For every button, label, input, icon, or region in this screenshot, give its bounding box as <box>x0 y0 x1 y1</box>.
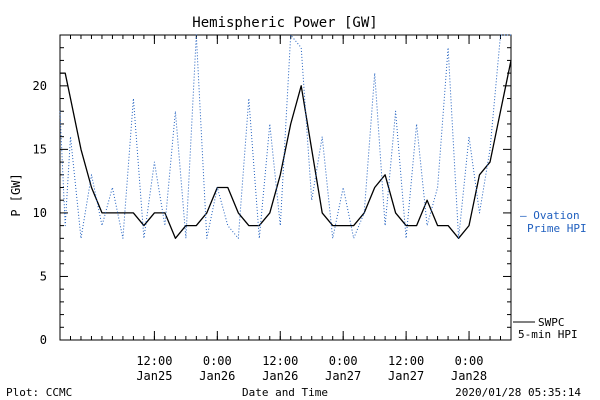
x-tick-date-label: Jan25 <box>136 369 172 383</box>
x-tick-date-label: Jan28 <box>451 369 487 383</box>
legend-swpc-line1: SWPC <box>538 316 565 329</box>
y-tick-label: 5 <box>40 269 47 283</box>
legend-swpc-line2: 5-min HPI <box>518 328 578 341</box>
y-tick-label: 0 <box>40 333 47 347</box>
chart-title: Hemispheric Power [GW] <box>192 15 377 31</box>
series-line-swpc <box>60 60 512 239</box>
x-tick-time-label: 12:00 <box>388 354 424 368</box>
x-tick-date-label: Jan27 <box>325 369 361 383</box>
x-tick-time-label: 0:00 <box>203 354 232 368</box>
legend-ovation-line2: Prime HPI <box>527 222 587 235</box>
legend-ovation-line1: — Ovation <box>520 209 580 222</box>
plot-frame <box>59 34 512 341</box>
legend-ovation: — Ovation Prime HPI <box>520 209 587 235</box>
x-axis-ticks: 12:00Jan250:00Jan2612:00Jan260:00Jan2712… <box>59 35 512 383</box>
series-line-ovation-prime <box>59 34 511 239</box>
x-tick-time-label: 12:00 <box>262 354 298 368</box>
y-tick-label: 10 <box>33 206 47 220</box>
x-tick-time-label: 12:00 <box>136 354 172 368</box>
series-layer <box>59 34 512 239</box>
y-tick-label: 20 <box>33 79 47 93</box>
footer-left: Plot: CCMC <box>6 386 72 399</box>
footer-timestamp: 2020/01/28 05:35:14 <box>455 386 581 399</box>
y-axis-label: P [GW] <box>9 173 23 216</box>
legend-swpc: SWPC 5-min HPI <box>513 316 578 341</box>
x-tick-date-label: Jan27 <box>388 369 424 383</box>
y-tick-label: 15 <box>33 142 47 156</box>
x-tick-time-label: 0:00 <box>329 354 358 368</box>
x-axis-label: Date and Time <box>242 386 328 399</box>
x-tick-time-label: 0:00 <box>455 354 484 368</box>
x-tick-date-label: Jan26 <box>199 369 235 383</box>
y-axis-ticks: 0 5 10 15 20 <box>33 34 511 347</box>
x-tick-date-label: Jan26 <box>262 369 298 383</box>
